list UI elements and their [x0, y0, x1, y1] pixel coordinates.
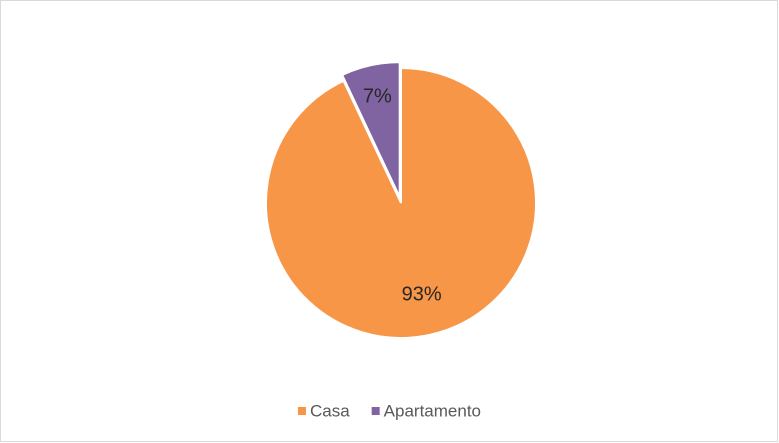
data-label: 7%: [363, 85, 392, 107]
pie-slice: [340, 61, 401, 198]
pie-slice: [265, 66, 537, 339]
pie: 93% 7%: [265, 61, 537, 339]
legend-marker: [371, 407, 380, 415]
legend-label: Apartamento: [384, 401, 481, 420]
legend-label: Casa: [310, 401, 350, 420]
legend: Casa Apartamento: [297, 401, 481, 420]
legend-marker: [297, 407, 306, 415]
data-label: 93%: [402, 284, 442, 306]
